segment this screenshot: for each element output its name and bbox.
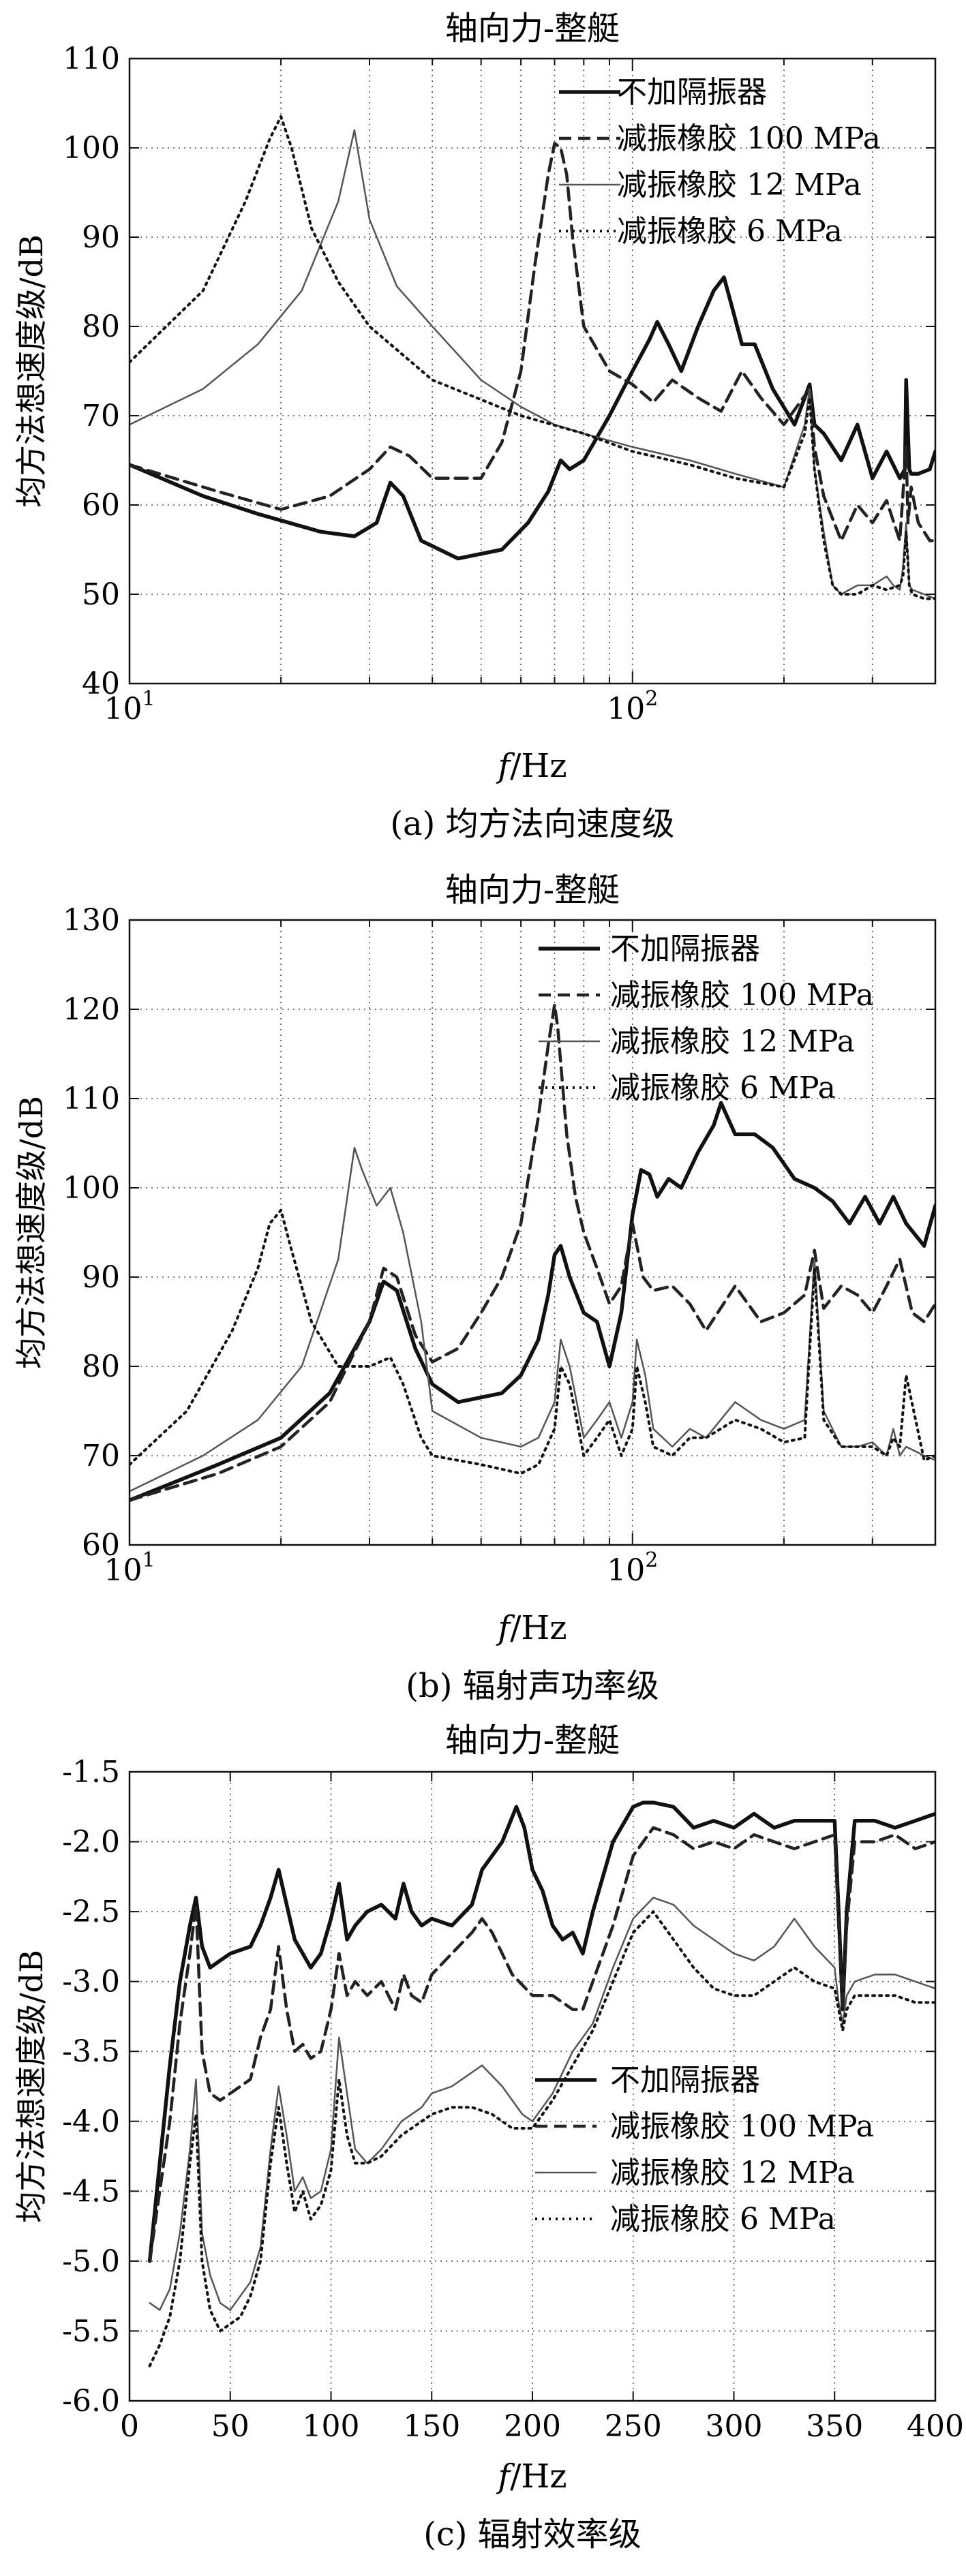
series-line-4: [148, 1910, 935, 2367]
y-tick-label: 60: [82, 1528, 120, 1563]
legend-label-3: 减振橡胶 12 MPa: [617, 168, 862, 202]
y-tick-label: -2.0: [62, 1825, 120, 1860]
y-tick-label: -2.5: [62, 1895, 120, 1929]
series-group: [130, 1003, 935, 1503]
chart-caption: (b) 辐射声功率级: [406, 1667, 659, 1705]
gridlines: [130, 920, 935, 1545]
y-axis-label: 均方法想速度级/dB: [13, 1096, 50, 1369]
x-tick-label: 350: [806, 2409, 863, 2444]
series-line-4: [130, 115, 935, 600]
y-tick-label: -5.0: [62, 2244, 120, 2279]
series-line-2: [148, 1826, 935, 2263]
legend-label-3: 减振橡胶 12 MPa: [610, 2156, 855, 2190]
chart-title: 轴向力-整艇: [445, 871, 620, 909]
legend-label-4: 减振橡胶 6 MPa: [610, 2202, 836, 2237]
y-axis-label: 均方法想速度级/dB: [13, 1950, 50, 2223]
y-tick-label: 110: [63, 1082, 120, 1116]
series-line-2: [130, 1003, 935, 1502]
y-tick-label: 100: [63, 131, 120, 166]
legend-label-3: 减振橡胶 12 MPa: [610, 1024, 855, 1059]
x-tick-label: 100: [303, 2409, 360, 2444]
x-tick-label: 101: [104, 1548, 155, 1588]
x-axis-label: f/Hz: [496, 2457, 567, 2496]
y-axis-label: 均方法想速度级/dB: [13, 234, 50, 508]
chart-caption: (a) 均方法向速度级: [390, 805, 674, 843]
y-tick-label: -5.5: [62, 2314, 120, 2348]
y-tick-label: 90: [82, 1260, 120, 1295]
x-tick-label: 50: [211, 2409, 250, 2444]
series-line-1: [130, 275, 935, 561]
legend-label-2: 减振橡胶 100 MPa: [617, 121, 881, 156]
plot-frame: [128, 919, 937, 1546]
legend-label-4: 减振橡胶 6 MPa: [617, 214, 843, 249]
y-tick-label: -6.0: [62, 2384, 120, 2419]
y-tick-label: 50: [82, 577, 120, 612]
legend-label-1: 不加隔振器: [617, 75, 767, 110]
plot-frame: [128, 57, 937, 685]
series-line-1: [130, 1101, 935, 1503]
legend-label-2: 减振橡胶 100 MPa: [610, 978, 874, 1013]
legend-label-2: 减振橡胶 100 MPa: [610, 2109, 874, 2144]
series-line-2: [130, 142, 935, 542]
series-group: [147, 1800, 935, 2367]
legend-label-4: 减振橡胶 6 MPa: [610, 1071, 836, 1105]
series-group: [130, 115, 935, 600]
y-tick-label: 70: [82, 399, 120, 433]
series-line-3: [130, 1146, 935, 1492]
x-tick-label: 101: [104, 687, 155, 726]
y-tick-label: 70: [82, 1439, 120, 1473]
series-line-4: [130, 1208, 935, 1475]
y-tick-label: 60: [82, 488, 120, 523]
chart-title: 轴向力-整艇: [445, 10, 620, 48]
y-tick-label: 90: [82, 220, 120, 255]
chart-title: 轴向力-整艇: [445, 1721, 620, 1760]
chart-2: 60 70 80 90 100 110 120 130 101 102 轴向力-整艇均方法想速度级/…: [13, 871, 937, 1705]
x-axis-label: f/Hz: [496, 1609, 567, 1647]
series-line-3: [149, 1897, 935, 2311]
y-tick-label: 120: [63, 992, 120, 1027]
x-tick-label: 0: [120, 2409, 139, 2444]
legend-label-1: 不加隔振器: [610, 932, 760, 966]
y-tick-label: 80: [82, 1349, 120, 1384]
y-tick-label: 40: [82, 666, 120, 701]
legend-label-1: 不加隔振器: [610, 2063, 760, 2098]
x-tick-label: 300: [706, 2409, 763, 2444]
gridlines: [130, 59, 935, 684]
x-tick-label: 150: [403, 2409, 460, 2444]
chart-3: -6.0 -5.5 -5.0 -4.5 -4.0 -3.5 -3.0 -2.5 -2.0 -1.5…: [13, 1721, 964, 2554]
y-tick-label: -4.5: [62, 2174, 120, 2209]
y-tick-label: -4.0: [62, 2104, 120, 2139]
gridlines: [130, 1772, 935, 2401]
x-tick-label: 102: [607, 687, 658, 726]
y-tick-label: 130: [63, 903, 120, 938]
y-tick-label: 80: [82, 309, 120, 344]
y-tick-label: -1.5: [62, 1755, 120, 1790]
x-axis-label: f/Hz: [496, 747, 567, 785]
y-tick-label: 100: [63, 1171, 120, 1206]
chart-caption: (c) 辐射效率级: [423, 2515, 642, 2554]
x-tick-label: 102: [607, 1548, 658, 1588]
x-tick-label: 200: [504, 2409, 561, 2444]
x-tick-label: 400: [907, 2409, 964, 2444]
chart-1: 40 50 60 70 80 90 100 110 101 102 轴向力-整艇均方法想速度级/dB…: [13, 10, 937, 843]
x-tick-label: 250: [605, 2409, 662, 2444]
series-line-1: [147, 1800, 935, 2263]
y-tick-label: 110: [63, 42, 120, 76]
y-tick-label: -3.5: [62, 2034, 120, 2069]
y-tick-label: -3.0: [62, 1965, 120, 1999]
